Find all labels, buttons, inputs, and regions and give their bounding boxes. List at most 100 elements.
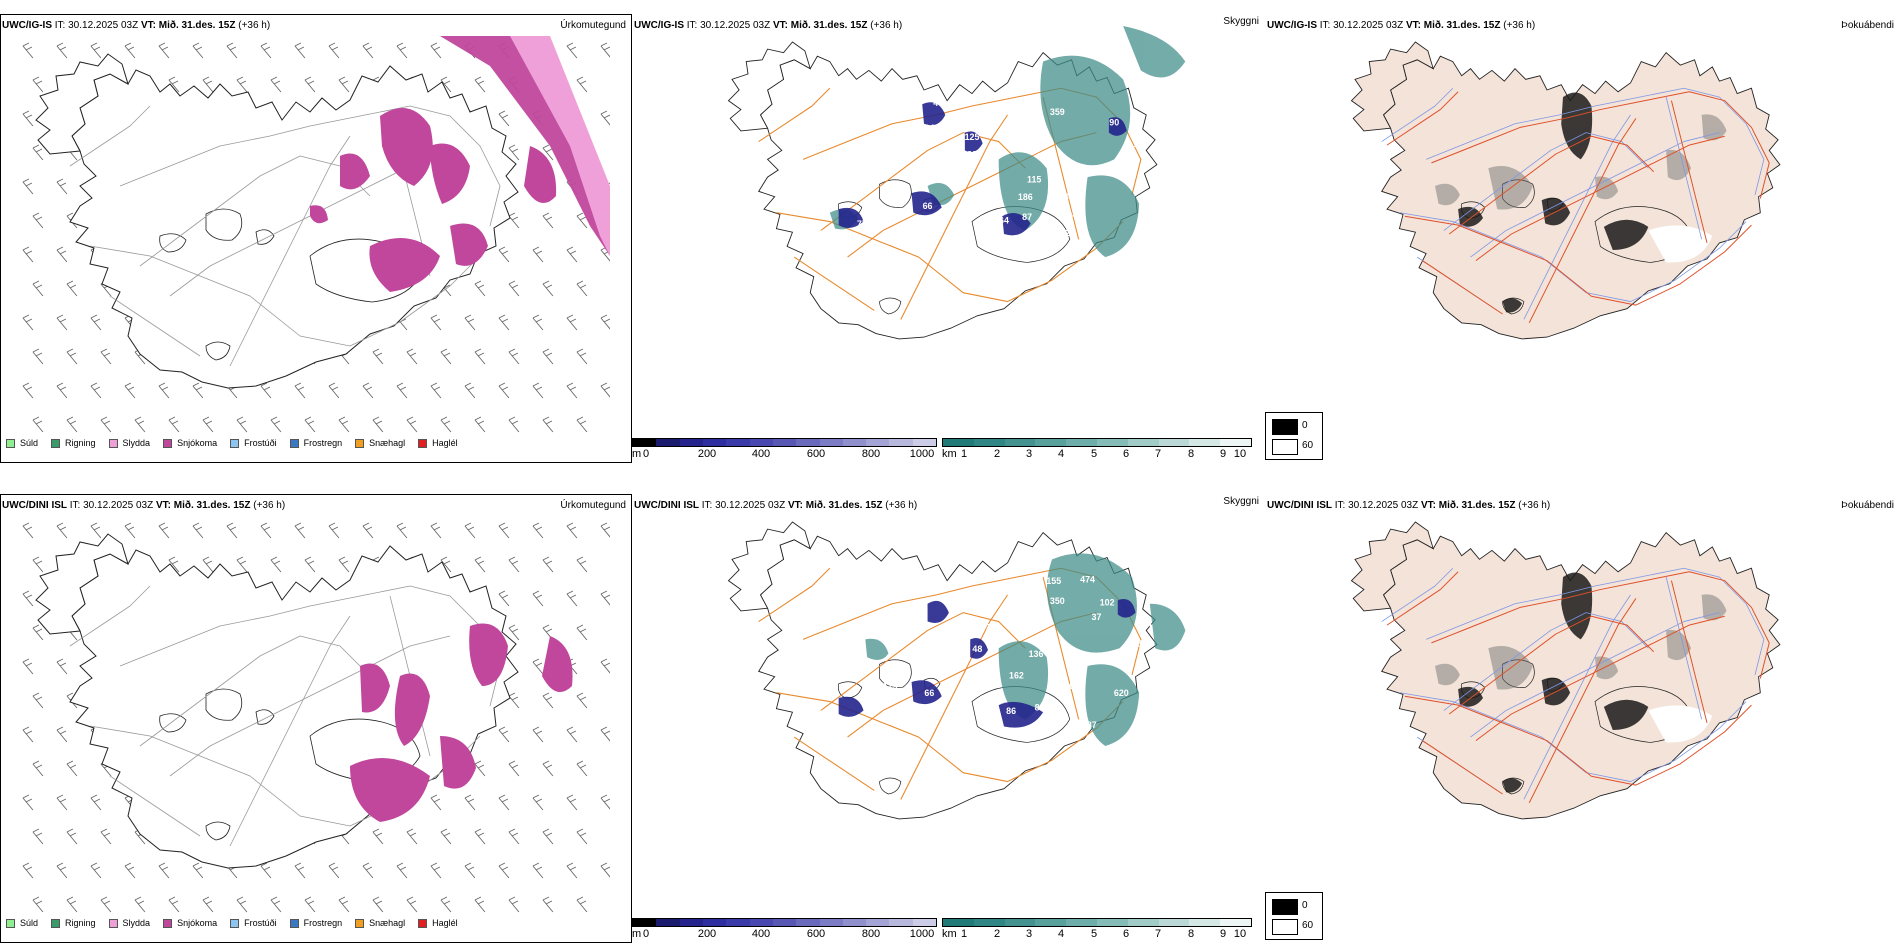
legend-swatch [51,438,61,448]
iceland-outline [35,53,519,389]
field-title: Skyggni [1223,496,1259,507]
visibility-tick: 5 [1090,928,1098,940]
cloud-base-bin [679,439,703,446]
cloud-base-tick: 0 [642,448,650,460]
field-title: Þokuábendi [1841,500,1894,511]
visibility-bin [1189,919,1221,926]
fog-clear [1648,705,1713,743]
fog-index-map [1350,41,1781,340]
visibility-bin [1066,439,1097,446]
legend-label: Haglél [432,438,458,448]
legend-label: Snjókoma [177,918,218,928]
fog-clear [1648,225,1713,263]
visibility-bin [1004,919,1036,926]
cloud-base-bin [866,439,890,446]
visibility-value-label: 161 [1064,681,1079,691]
visibility-tick: 1 [960,448,968,460]
visibility-value-label: 80 [1035,702,1045,712]
visibility-value-label: 162 [1009,670,1024,680]
visibility-value-label: 620 [1114,688,1129,698]
visibility-tick: 7 [1154,448,1162,460]
valid-time-label: VT: [1405,20,1421,31]
visibility-bin [1158,919,1190,926]
init-time-label: IT: [1319,20,1331,31]
legend-item: Frostregn [289,438,342,448]
fog-legend-swatch [1272,439,1298,455]
visibility-value-label: 48 [972,644,982,654]
visibility-value-label: 244 [1059,192,1074,202]
visibility-unit: km [942,448,957,460]
iceland-outline [35,533,519,869]
panel-frame [0,494,632,943]
panel-header: UWC/IG-IS IT: 30.12.2025 03Z VT: Mið. 31… [634,20,902,32]
cloud-base-tick: 1000 [909,928,935,940]
cloud-base-bin [702,919,727,926]
legend-label: Frostúði [244,918,277,928]
visibility-value-label: 40 [933,98,943,108]
model-name: UWC/IG-IS [2,20,52,31]
visibility-bin [1220,919,1251,926]
lead-time: (+36 h) [885,500,918,511]
precip-type-map [22,36,610,433]
visibility-value-label: 400 [1036,151,1051,161]
cloud-base-bin [656,919,680,926]
legend-item: Snjókoma [163,438,217,448]
fog-dense [1458,92,1649,313]
model-name: UWC/DINI ISL [634,500,699,511]
visibility-value-label: 186 [1018,192,1033,202]
visibility-tick: 6 [1122,928,1130,940]
legend-swatch [355,918,365,928]
visibility-tick: 4 [1057,928,1065,940]
visibility-bin [1096,439,1128,446]
visibility-value-label: 433 [1037,635,1052,645]
legend-label: Snjókoma [177,438,218,448]
visibility-bin [1096,919,1128,926]
visibility-value-label: 309 [1050,717,1065,727]
visibility-value-label: 52 [1013,614,1023,624]
low-cloud-areas [838,102,1127,236]
visibility-value-label: 111 [866,205,880,215]
legend-item: Haglél [418,918,458,928]
legend-swatch [108,918,118,928]
init-time-label: IT: [686,20,698,31]
panel-header: UWC/IG-IS IT: 30.12.2025 03Z VT: Mið. 31… [1267,20,1535,32]
legend-label: Súld [20,438,39,448]
valid-time-label: VT: [787,500,803,511]
cloud-base-bin [726,919,750,926]
visibility-areas [865,553,1186,746]
visibility-value-label: 137 [975,622,990,632]
legend-label: Rigning [65,438,96,448]
field-title: Úrkomutegund [560,20,626,31]
model-name: UWC/DINI ISL [1267,500,1332,511]
lead-time: (+36 h) [1503,20,1536,31]
valid-time-label: VT: [772,20,788,31]
visibility-value-label: 125 [965,132,980,142]
cloud-base-bin [819,439,843,446]
cloud-base-tick: 400 [751,448,771,460]
cloud-base-bin [889,919,913,926]
visibility-value-label: 155 [1046,576,1061,586]
cloud-base-tick: 600 [806,928,826,940]
visibility-bin [973,919,1005,926]
visibility-value-label: 90 [1109,118,1119,128]
fog-legend-swatch [1272,899,1298,915]
visibility-colorbar: km 1 2 3 4 5 6 7 8 9 10 [942,918,1252,942]
legend-swatch [418,918,428,928]
legend-swatch [6,918,15,928]
legend-swatch [289,438,299,448]
legend-label: Súld [20,918,39,928]
legend-swatch [289,918,299,928]
sleet-band [510,36,610,256]
cloud-base-bin [819,919,843,926]
legend-swatch [163,438,173,448]
cloud-base-bin [679,919,703,926]
cloud-base-tick: 400 [751,928,771,940]
roads [1386,91,1770,324]
cloud-base-unit: m [632,448,642,460]
visibility-strip [942,438,1252,447]
legend-label: Rigning [65,918,96,928]
map-panel: 155 474 350 102 37 52 137 48 433 136 162 125 91 66 29 8… [632,480,1265,950]
visibility-colorbar: km 1 2 3 4 5 6 7 8 9 10 [942,438,1252,462]
visibility-bin [1220,439,1251,446]
